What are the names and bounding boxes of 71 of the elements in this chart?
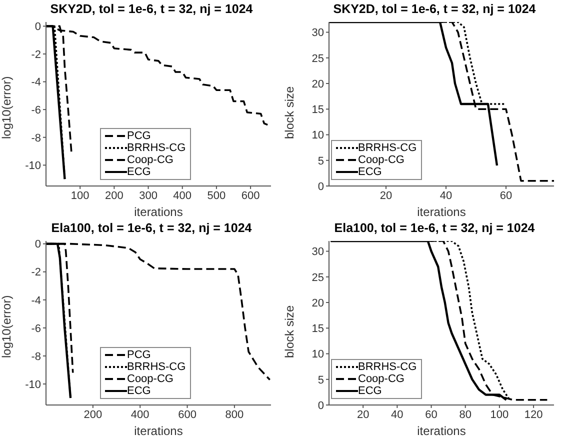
legend-label: ECG <box>127 384 151 396</box>
legend-label: BRRHS-CG <box>127 360 186 372</box>
y-axis-title: block size <box>282 86 296 139</box>
y-tick-label: 0 <box>318 399 324 412</box>
x-tick-label: 20 <box>380 190 392 202</box>
legend-label: ECG <box>127 166 151 178</box>
x-tick-label: 20 <box>356 408 370 420</box>
y-axis-title: block size <box>282 304 296 358</box>
chart-title: Ela100, tol = 1e-6, t = 32, nj = 1024 <box>50 220 253 236</box>
x-tick-label: 200 <box>84 408 102 420</box>
legend-label: PCG <box>127 348 151 360</box>
y-tick-label: -10 <box>25 378 41 390</box>
x-tick-label: 80 <box>459 408 472 420</box>
y-tick-label: -2 <box>31 48 41 61</box>
y-tick-label: 20 <box>312 296 324 309</box>
x-tick-label: 40 <box>391 408 404 420</box>
y-tick-label: 15 <box>312 104 324 116</box>
legend-label: BRRHS-CG <box>358 142 417 154</box>
x-axis-title: iterations <box>134 205 183 219</box>
legend-label: Coop-CG <box>127 372 174 384</box>
x-tick-label: 120 <box>524 408 543 420</box>
y-tick-label: -10 <box>25 160 41 172</box>
y-tick-label: 0 <box>34 238 41 250</box>
y-tick-label: -8 <box>31 132 41 144</box>
x-axis-title: iterations <box>417 424 466 437</box>
y-tick-label: 25 <box>312 52 324 65</box>
y-tick-label: 25 <box>312 271 324 284</box>
x-tick-label: 800 <box>225 408 244 420</box>
y-tick-label: -4 <box>31 294 41 306</box>
chart-title: SKY2D, tol = 1e-6, t = 32, nj = 1024 <box>49 1 254 18</box>
x-tick-label: 40 <box>440 190 452 202</box>
y-tick-label: 5 <box>318 374 324 386</box>
chart-title: Ela100, tol = 1e-6, t = 32, nj = 1024 <box>333 220 536 236</box>
legend-label: BRRHS-CG <box>127 142 186 154</box>
x-tick-label: 60 <box>500 190 512 202</box>
y-tick-label: -6 <box>31 322 41 334</box>
y-tick-label: 15 <box>312 322 324 335</box>
legend-label: Coop-CG <box>127 154 174 166</box>
x-axis-title: iterations <box>134 424 183 437</box>
chart-title: SKY2D, tol = 1e-6, t = 32, nj = 1024 <box>332 1 537 18</box>
x-tick-label: 600 <box>241 190 260 202</box>
y-tick-label: 10 <box>312 348 324 360</box>
y-axis-title: log10(error) <box>0 76 14 139</box>
x-tick-label: 100 <box>70 190 90 202</box>
x-tick-label: 400 <box>130 408 150 420</box>
x-axis-title: iterations <box>417 205 466 219</box>
x-tick-label: 600 <box>178 408 196 420</box>
x-tick-label: 300 <box>139 190 158 202</box>
y-tick-label: 30 <box>312 246 324 258</box>
x-tick-label: 60 <box>425 408 438 420</box>
x-tick-label: 400 <box>173 190 192 202</box>
legend-label: PCG <box>127 130 151 142</box>
y-tick-label: -8 <box>31 350 41 362</box>
y-tick-label: 10 <box>312 130 324 142</box>
y-axis-title: log10(error) <box>0 294 14 358</box>
x-tick-label: 500 <box>207 190 226 202</box>
y-tick-label: 5 <box>318 155 324 168</box>
y-tick-label: 0 <box>34 21 41 34</box>
x-tick-label: 200 <box>105 190 124 202</box>
y-tick-label: -2 <box>31 266 41 278</box>
x-tick-label: 100 <box>490 408 509 420</box>
legend-label: BRRHS-CG <box>358 360 417 372</box>
legend-label: Coop-CG <box>358 372 404 384</box>
y-tick-label: 30 <box>312 27 324 40</box>
legend-label: ECG <box>358 166 382 178</box>
y-tick-label: 0 <box>318 180 324 193</box>
legend-label: Coop-CG <box>358 154 404 166</box>
legend-label: ECG <box>358 384 382 396</box>
y-tick-label: 20 <box>312 78 324 90</box>
y-tick-label: -6 <box>31 104 41 116</box>
y-tick-label: -4 <box>31 76 41 89</box>
